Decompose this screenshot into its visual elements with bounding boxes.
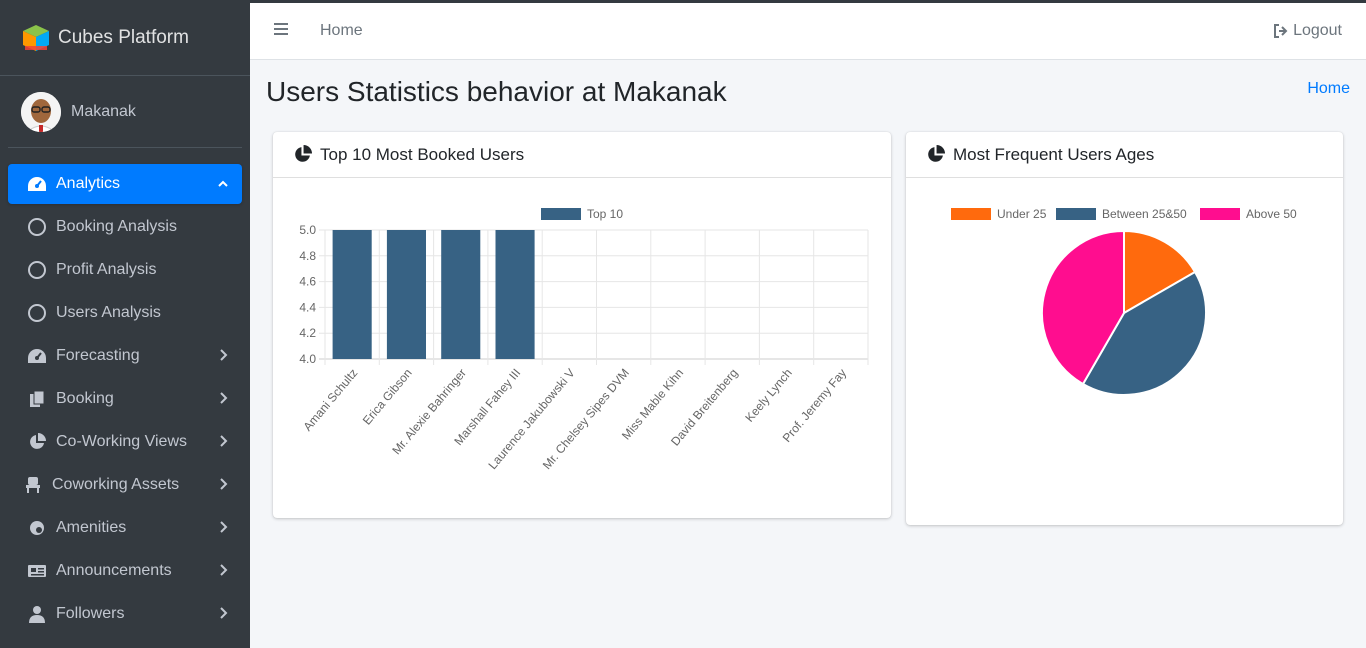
avatar-image: [21, 91, 61, 132]
top-border: [0, 0, 1366, 3]
sidebar-item-booking-analysis[interactable]: Booking Analysis: [8, 207, 242, 247]
brand[interactable]: Cubes Platform: [0, 0, 250, 76]
chevron-right-icon: [220, 478, 228, 490]
pie-slice: [1123, 229, 1197, 315]
chevron-right-icon: [220, 564, 228, 576]
legend-swatch: [951, 208, 991, 220]
x-tick-label: Erica Gibson: [360, 366, 415, 428]
pie-chart: Under 25 Between 25&50 Above 50: [951, 207, 1297, 396]
circle-icon: [28, 304, 46, 322]
y-tick-label: 4.2: [299, 326, 316, 340]
chevron-up-icon: [218, 180, 228, 187]
user-panel[interactable]: Makanak: [8, 76, 242, 148]
sidebar-item-label: Co-Working Views: [56, 433, 188, 450]
user-ages-card: Most Frequent Users Ages Under 25 Between…: [906, 132, 1343, 525]
top-navbar: Home Logout: [250, 3, 1366, 60]
top-booked-users-card: Top 10 Most Booked Users Top 10 5.0 4.8 4.6…: [273, 132, 891, 518]
menu-toggle-icon[interactable]: [274, 23, 288, 37]
x-tick-label: Amani Schultz: [300, 366, 360, 434]
pie-chart-icon: [295, 145, 312, 162]
chevron-right-icon: [220, 607, 228, 619]
legend-label: Under 25: [997, 207, 1047, 221]
y-tick-label: 5.0: [299, 223, 316, 237]
avatar[interactable]: [21, 91, 61, 132]
legend-swatch: [1056, 208, 1096, 220]
chevron-right-icon: [220, 392, 228, 404]
sidebar-item-profit-analysis[interactable]: Profit Analysis: [8, 250, 242, 290]
x-tick-label: Keely Lynch: [742, 366, 794, 425]
chevron-right-icon: [220, 349, 228, 361]
legend-label: Between 25&50: [1102, 207, 1187, 221]
sidebar-item-announcements[interactable]: Announcements: [8, 551, 242, 591]
pie-slice: [1041, 229, 1125, 386]
sidebar-item-label: Coworking Assets: [52, 476, 180, 493]
legend-label: Top 10: [587, 207, 623, 221]
chevron-right-icon: [220, 521, 228, 533]
user-icon: [26, 603, 48, 625]
cube-logo-icon: [23, 24, 49, 51]
sidebar-item-label: Booking: [56, 390, 114, 407]
sidebar-item-coworking-assets[interactable]: Coworking Assets: [8, 465, 242, 505]
circle-icon: [28, 218, 46, 236]
sidebar-item-users-analysis[interactable]: Users Analysis: [8, 293, 242, 333]
card-header: Top 10 Most Booked Users: [273, 132, 891, 178]
card-header: Most Frequent Users Ages: [906, 132, 1343, 178]
sidebar-item-label: Profit Analysis: [56, 261, 157, 278]
sidebar-item-label: Analytics: [56, 175, 121, 192]
logout-link[interactable]: Logout: [1273, 22, 1342, 40]
pie-slice: [1081, 270, 1207, 396]
card-title: Top 10 Most Booked Users: [320, 144, 525, 164]
brand-title: Cubes Platform: [58, 26, 189, 48]
sidebar-item-booking[interactable]: Booking: [8, 379, 242, 419]
sidebar: Cubes Platform Makanak Analytics Booking: [0, 0, 250, 648]
copy-icon: [26, 388, 48, 410]
chevron-right-icon: [220, 435, 228, 447]
bar: [441, 230, 481, 359]
sidebar-item-forecasting[interactable]: Forecasting: [8, 336, 242, 376]
sidebar-item-co-working-views[interactable]: Co-Working Views: [8, 422, 242, 462]
circle-icon: [28, 261, 46, 279]
bar: [495, 230, 535, 359]
sign-out-icon: [1274, 24, 1288, 38]
sidebar-item-label: Followers: [56, 605, 125, 622]
sidebar-item-amenities[interactable]: Amenities: [8, 508, 242, 548]
sidebar-item-label: Forecasting: [56, 347, 140, 364]
newspaper-icon: [26, 560, 48, 582]
pie-chart-icon: [928, 145, 945, 162]
y-tick-label: 4.8: [299, 249, 316, 263]
sidebar-item-label: Booking Analysis: [56, 218, 177, 235]
sidebar-item-followers[interactable]: Followers: [8, 594, 242, 634]
sidebar-item-label: Announcements: [56, 562, 172, 579]
gear-icon: [26, 517, 48, 539]
page-title: Users Statistics behavior at Makanak: [266, 76, 727, 107]
sidebar-nav: Analytics Booking Analysis Profit Analys…: [0, 164, 250, 634]
pie-chart-icon: [26, 431, 48, 453]
bar: [332, 230, 372, 359]
sidebar-item-label: Users Analysis: [56, 304, 161, 321]
breadcrumb-home[interactable]: Home: [1307, 80, 1350, 97]
card-title: Most Frequent Users Ages: [953, 144, 1155, 164]
legend-swatch: [541, 208, 581, 220]
bar: [386, 230, 426, 359]
sidebar-item-analytics[interactable]: Analytics: [8, 164, 242, 204]
logout-label: Logout: [1293, 22, 1342, 39]
y-tick-label: 4.6: [299, 275, 316, 289]
tachometer-icon: [26, 173, 48, 195]
chair-icon: [22, 474, 44, 496]
legend-label: Above 50: [1246, 207, 1297, 221]
sidebar-item-label: Amenities: [56, 519, 127, 536]
y-tick-label: 4.0: [299, 352, 316, 366]
tachometer-icon: [26, 345, 48, 367]
nav-home-link[interactable]: Home: [320, 22, 363, 39]
user-name: Makanak: [71, 102, 136, 120]
legend-swatch: [1200, 208, 1240, 220]
y-tick-label: 4.4: [299, 300, 316, 314]
